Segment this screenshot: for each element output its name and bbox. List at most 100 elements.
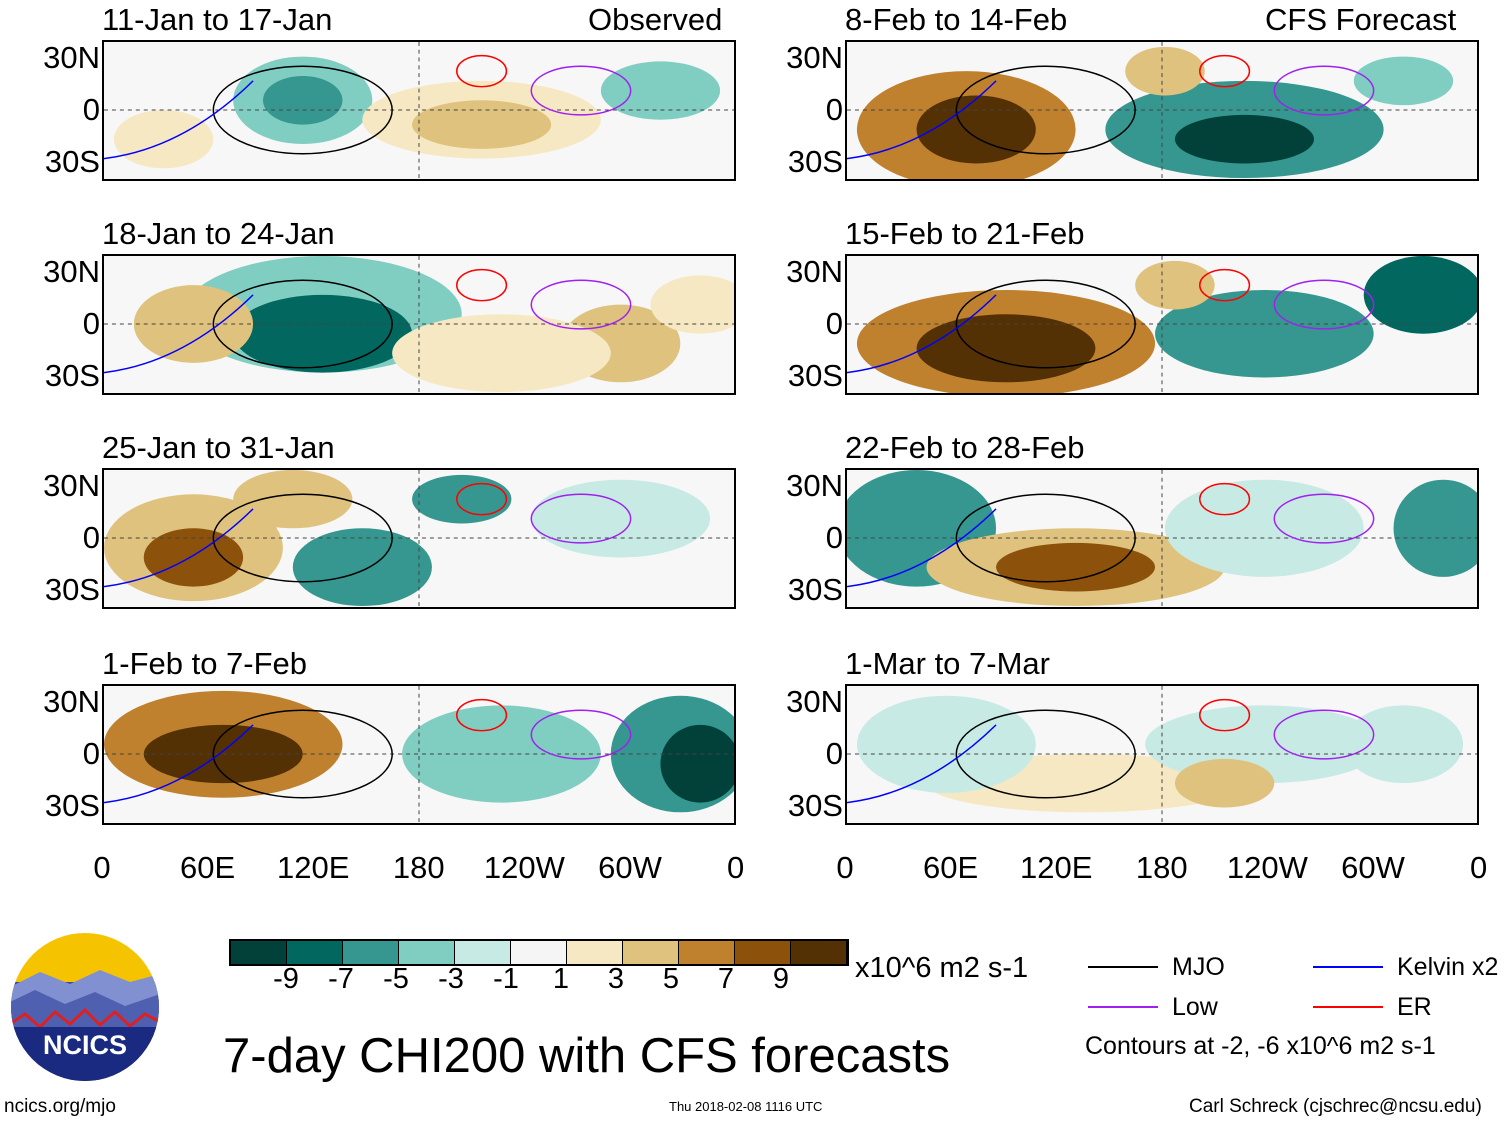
lat-label: 0: [82, 92, 100, 127]
anomaly-region: [1363, 256, 1477, 334]
legend-line: [1313, 966, 1383, 968]
er-contour: [1199, 482, 1251, 516]
anomaly-region: [262, 76, 343, 125]
anomaly-region: [996, 542, 1156, 592]
contour-note: Contours at -2, -6 x10^6 m2 s-1: [1085, 1032, 1436, 1060]
anomaly-region: [1155, 290, 1374, 378]
colorbar-swatch: [567, 941, 623, 964]
er-contour: [1199, 54, 1251, 88]
lat-label: 30S: [44, 788, 100, 823]
panel-title: 25-Jan to 31-Jan: [102, 430, 335, 465]
mjo-contour: [955, 709, 1136, 799]
map-panel: [102, 468, 736, 609]
er-contour: [456, 698, 508, 732]
mjo-contour: [212, 65, 393, 155]
lon-tick-label: 120W: [1226, 850, 1308, 885]
mjo-contour: [212, 709, 393, 799]
lat-label: 30N: [43, 40, 100, 75]
lat-label: 30S: [787, 572, 843, 607]
lat-label: 30S: [787, 358, 843, 393]
lon-tick-label: 60E: [923, 850, 979, 885]
kelvin-contour: [104, 294, 254, 374]
anomaly-region: [1174, 758, 1275, 808]
lon-tick-label: 180: [392, 850, 445, 885]
low-contour: [1273, 279, 1375, 330]
lat-label: 0: [825, 736, 843, 771]
lat-label: 30N: [786, 684, 843, 719]
legend-label: ER: [1397, 993, 1432, 1021]
kelvin-contour: [104, 80, 254, 160]
map-panel: [102, 254, 736, 395]
lat-label: 30S: [44, 572, 100, 607]
footer-timestamp: Thu 2018-02-08 1116 UTC: [669, 1099, 823, 1114]
er-contour: [1199, 268, 1251, 302]
panel-title: 8-Feb to 14-Feb: [845, 2, 1068, 37]
colorbar-tick-label: 1: [552, 963, 570, 995]
kelvin-contour: [104, 508, 254, 588]
kelvin-contour: [847, 80, 997, 160]
colorbar-tick-label: -5: [383, 963, 409, 995]
panel-title: 22-Feb to 28-Feb: [845, 430, 1085, 465]
anomaly-region: [113, 110, 214, 169]
panel-title: 1-Mar to 7-Mar: [845, 646, 1050, 681]
legend-label: Kelvin x2: [1397, 953, 1499, 981]
colorbar-swatch: [399, 941, 455, 964]
low-contour: [530, 493, 632, 544]
colorbar-tick-label: 9: [772, 963, 790, 995]
anomaly-region: [412, 474, 512, 524]
lat-label: 0: [825, 306, 843, 341]
map-panel: [102, 684, 736, 825]
colorbar-swatch: [231, 941, 287, 964]
colorbar-tick-label: -7: [328, 963, 354, 995]
er-contour: [456, 54, 508, 88]
anomaly-region: [916, 314, 1096, 383]
colorbar-swatch: [287, 941, 343, 964]
anomaly-region: [1353, 56, 1454, 106]
kelvin-contour: [104, 724, 254, 804]
anomaly-region: [531, 479, 711, 558]
map-panel: [845, 40, 1479, 181]
lat-label: 30S: [44, 144, 100, 179]
lat-label: 30N: [43, 684, 100, 719]
panel-title: 18-Jan to 24-Jan: [102, 216, 335, 251]
lon-tick-label: 0: [1469, 850, 1488, 885]
er-contour: [456, 482, 508, 516]
logo-text: NCICS: [43, 1030, 127, 1060]
anomaly-region: [1174, 114, 1315, 164]
lat-label: 30S: [44, 358, 100, 393]
lat-label: 0: [82, 736, 100, 771]
mjo-contour: [212, 493, 393, 583]
colorbar-units: x10^6 m2 s-1: [855, 952, 1029, 984]
colorbar-tick-label: 7: [717, 963, 735, 995]
colorbar-tick-label: -1: [493, 963, 519, 995]
colorbar-swatch: [511, 941, 567, 964]
footer-url[interactable]: ncics.org/mjo: [4, 1096, 116, 1117]
anomaly-region: [233, 470, 353, 529]
lon-tick-label: 120W: [483, 850, 565, 885]
anomaly-region: [392, 314, 611, 393]
er-contour: [1199, 698, 1251, 732]
lon-tick-label: 120E: [1019, 850, 1093, 885]
anomaly-region: [292, 528, 432, 607]
panel-title: 1-Feb to 7-Feb: [102, 646, 308, 681]
map-panel: [845, 254, 1479, 395]
anomaly-region: [143, 724, 303, 784]
mjo-contour: [955, 279, 1136, 369]
legend-line: [1088, 966, 1158, 968]
lat-label: 30N: [786, 468, 843, 503]
anomaly-region: [856, 695, 1036, 793]
mjo-contour: [212, 279, 393, 369]
colorbar-tick-label: 3: [607, 963, 625, 995]
lon-tick-label: 120E: [276, 850, 350, 885]
colorbar-swatch: [791, 941, 847, 964]
anomaly-region: [1164, 479, 1364, 577]
lat-label: 30N: [786, 254, 843, 289]
lon-tick-label: 60W: [598, 850, 662, 885]
panel-title: 11-Jan to 17-Jan: [102, 2, 333, 37]
lon-tick-label: 0: [726, 850, 745, 885]
anomaly-region: [412, 100, 552, 149]
map-panel: [845, 468, 1479, 609]
lon-tick-label: 0: [93, 850, 111, 885]
lon-tick-label: 180: [1135, 850, 1188, 885]
footer-author: Carl Schreck (cjschrec@ncsu.edu): [1189, 1096, 1482, 1117]
